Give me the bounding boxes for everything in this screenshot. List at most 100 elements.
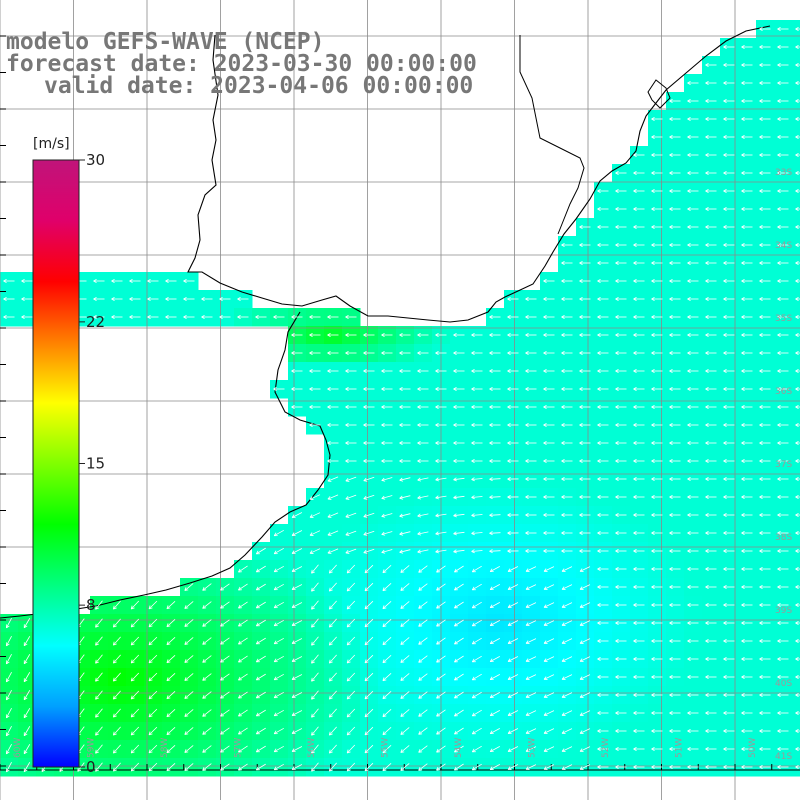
- wind-arrow: [777, 422, 789, 428]
- wind-arrow: [741, 278, 753, 284]
- wind-arrow: [723, 206, 735, 212]
- wind-arrow: [363, 422, 375, 428]
- wind-arrow: [687, 134, 699, 140]
- wind-arrow: [777, 206, 789, 212]
- wind-arrow: [633, 476, 645, 482]
- wind-arrow: [795, 26, 800, 32]
- wind-arrow: [795, 152, 800, 158]
- wind-arrow: [453, 440, 465, 446]
- wind-arrow: [651, 116, 663, 122]
- wind-arrow: [723, 278, 735, 284]
- wind-arrow: [561, 260, 573, 266]
- wind-arrow: [723, 98, 735, 104]
- longitude-label: 56W: [307, 738, 317, 758]
- wind-arrow: [669, 332, 681, 338]
- wind-arrow: [435, 350, 447, 356]
- wind-arrow: [759, 296, 771, 302]
- wind-arrow: [399, 332, 411, 338]
- wind-arrow: [777, 260, 789, 266]
- wind-arrow: [633, 440, 645, 446]
- wind-arrow: [597, 188, 609, 194]
- wind-arrow: [363, 494, 375, 500]
- wind-arrow: [309, 368, 321, 374]
- wind-arrow: [795, 260, 800, 266]
- wind-arrow: [543, 494, 555, 500]
- wind-arrow: [795, 62, 800, 68]
- wind-arrow: [795, 350, 800, 356]
- wind-arrow: [687, 422, 699, 428]
- wind-arrow: [489, 495, 501, 500]
- wind-arrow: [291, 512, 303, 518]
- wind-arrow: [795, 458, 800, 464]
- wind-arrow: [669, 260, 681, 266]
- wind-arrow: [291, 368, 303, 374]
- latitude-label: 37S: [775, 460, 792, 470]
- wind-arrow: [561, 278, 573, 284]
- wind-arrow: [417, 458, 429, 464]
- wind-arrow: [345, 458, 357, 464]
- wind-arrow: [741, 476, 753, 482]
- wind-arrow: [777, 80, 789, 86]
- wind-arrow: [219, 296, 231, 302]
- wind-arrow: [453, 350, 465, 356]
- wind-arrow: [651, 260, 663, 266]
- wind-arrow: [705, 260, 717, 266]
- latitude-label: 35S: [775, 314, 792, 324]
- wind-arrow: [543, 512, 555, 518]
- wind-arrow: [669, 188, 681, 194]
- wind-arrow: [669, 152, 681, 158]
- wind-arrow: [759, 62, 771, 68]
- wind-arrow: [759, 458, 771, 464]
- wind-arrow: [705, 134, 717, 140]
- wind-arrow: [795, 134, 800, 140]
- wind-arrow: [417, 404, 429, 410]
- wind-arrow: [633, 368, 645, 374]
- wind-arrow: [669, 224, 681, 230]
- wind-arrow: [633, 386, 645, 392]
- wind-arrow: [507, 368, 519, 374]
- latitude-label: 39S: [775, 606, 792, 616]
- wind-arrow: [741, 296, 753, 302]
- wind-arrow: [615, 206, 627, 212]
- wind-arrow: [705, 476, 717, 482]
- wind-arrow: [147, 314, 159, 320]
- wind-arrow: [777, 188, 789, 194]
- wind-arrow: [759, 368, 771, 374]
- wind-arrow: [759, 494, 771, 500]
- wind-arrow: [453, 386, 465, 392]
- wind-arrow: [417, 386, 429, 392]
- wind-arrow: [777, 332, 789, 338]
- wind-arrow: [345, 368, 357, 374]
- wind-arrow: [471, 513, 483, 518]
- wind-arrow: [597, 368, 609, 374]
- wind-arrow: [345, 350, 357, 356]
- wind-arrow: [651, 368, 663, 374]
- wind-arrow: [579, 278, 591, 284]
- wind-arrow: [453, 404, 465, 410]
- wind-arrow: [795, 476, 800, 482]
- wind-arrow: [669, 476, 681, 482]
- wind-arrow: [651, 350, 663, 356]
- wind-arrow: [3, 296, 15, 302]
- wind-arrow: [651, 152, 663, 158]
- wind-arrow: [705, 224, 717, 230]
- wind-arrow: [759, 152, 771, 158]
- wind-arrow: [489, 404, 501, 410]
- wind-arrow: [363, 368, 375, 374]
- wind-arrow: [561, 440, 573, 446]
- wind-arrow: [759, 260, 771, 266]
- wind-arrow: [795, 170, 800, 176]
- wind-arrow: [237, 314, 249, 320]
- wind-arrow: [723, 494, 735, 500]
- wind-arrow: [579, 260, 591, 266]
- wind-arrow: [489, 422, 501, 428]
- wind-arrow: [381, 477, 393, 482]
- wind-arrow: [687, 476, 699, 482]
- wind-arrow: [633, 404, 645, 410]
- wind-arrow: [723, 224, 735, 230]
- wind-arrow: [363, 350, 375, 356]
- wind-arrow: [471, 440, 483, 446]
- wind-arrow: [381, 386, 393, 392]
- wind-arrow: [453, 458, 465, 464]
